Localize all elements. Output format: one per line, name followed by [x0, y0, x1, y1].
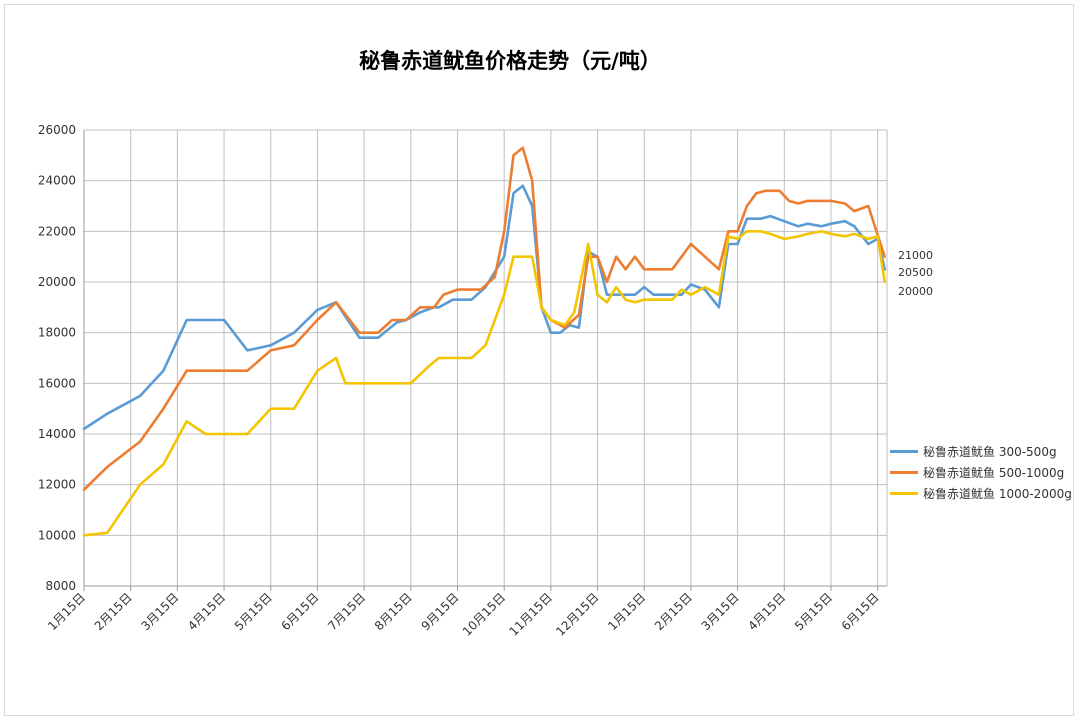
legend-swatch-500-1000g — [890, 471, 918, 474]
x-tick-label: 2月15日 — [92, 590, 135, 633]
y-tick-label: 16000 — [38, 376, 76, 390]
y-tick-label: 14000 — [38, 427, 76, 441]
series-line-2 — [82, 230, 886, 537]
y-tick-label: 8000 — [45, 579, 76, 593]
x-tick-label: 8月15日 — [372, 590, 415, 633]
y-tick-label: 10000 — [38, 528, 76, 542]
legend-swatch-1000-2000g — [890, 492, 918, 495]
y-tick-label: 20000 — [38, 275, 76, 289]
chart-title: 秘鲁赤道鱿鱼价格走势（元/吨） — [359, 49, 661, 73]
y-tick-label: 12000 — [38, 478, 76, 492]
x-tick-label: 6月15日 — [278, 590, 321, 633]
x-tick-label: 5月15日 — [232, 590, 275, 633]
y-tick-label: 22000 — [38, 224, 76, 238]
chart-legend: 秘鲁赤道鱿鱼 300-500g 秘鲁赤道鱿鱼 500-1000g 秘鲁赤道鱿鱼 … — [890, 441, 1072, 504]
series-line-1 — [82, 146, 886, 491]
x-tick-label: 3月15日 — [699, 590, 742, 633]
x-tick-label: 1月15日 — [45, 590, 88, 633]
y-tick-label: 24000 — [38, 174, 76, 188]
line-chart: 8000 10000 12000 14000 16000 18000 20000 22000 2… — [38, 123, 888, 639]
legend-label-1000-2000g: 秘鲁赤道鱿鱼 1000-2000g — [923, 487, 1072, 501]
end-label-500-1000g: 21000 — [898, 249, 933, 262]
series-line-0 — [82, 184, 886, 431]
x-tick-label: 7月15日 — [325, 590, 368, 633]
x-tick-label: 11月15日 — [507, 590, 555, 638]
legend-label-500-1000g: 秘鲁赤道鱿鱼 500-1000g — [923, 466, 1065, 480]
y-tick-label: 18000 — [38, 326, 76, 340]
x-tick-label: 5月15日 — [792, 590, 835, 633]
legend-item-500-1000g: 秘鲁赤道鱿鱼 500-1000g — [890, 462, 1072, 483]
axes — [83, 130, 887, 591]
x-tick-label: 10月15日 — [460, 590, 508, 638]
y-tick-label: 26000 — [38, 123, 76, 137]
x-tick-label: 6月15日 — [839, 590, 882, 633]
x-tick-label: 2月15日 — [652, 590, 695, 633]
legend-item-300-500g: 秘鲁赤道鱿鱼 300-500g — [890, 441, 1072, 462]
series-lines — [82, 146, 886, 537]
legend-item-1000-2000g: 秘鲁赤道鱿鱼 1000-2000g — [890, 483, 1072, 504]
grid-lines — [84, 129, 888, 586]
x-tick-label: 4月15日 — [185, 590, 228, 633]
x-tick-label: 12月15日 — [553, 590, 601, 638]
legend-swatch-300-500g — [890, 450, 918, 453]
end-label-300-500g: 20500 — [898, 266, 933, 279]
x-tick-label: 4月15日 — [745, 590, 788, 633]
chart-frame: 秘鲁赤道鱿鱼价格走势（元/吨） 8000 10000 12000 14000 16000… — [4, 4, 1074, 716]
x-tick-labels: 1月15日 2月15日 3月15日 4月15日 5月15日 6月15日 7月15日 8月15日… — [45, 590, 882, 638]
x-tick-label: 3月15日 — [138, 590, 181, 633]
x-tick-label: 9月15日 — [419, 590, 462, 633]
y-tick-labels: 8000 10000 12000 14000 16000 18000 20000 22000 2… — [38, 123, 76, 593]
x-tick-label: 1月15日 — [605, 590, 648, 633]
legend-label-300-500g: 秘鲁赤道鱿鱼 300-500g — [923, 445, 1057, 459]
end-label-1000-2000g: 20000 — [898, 285, 933, 298]
